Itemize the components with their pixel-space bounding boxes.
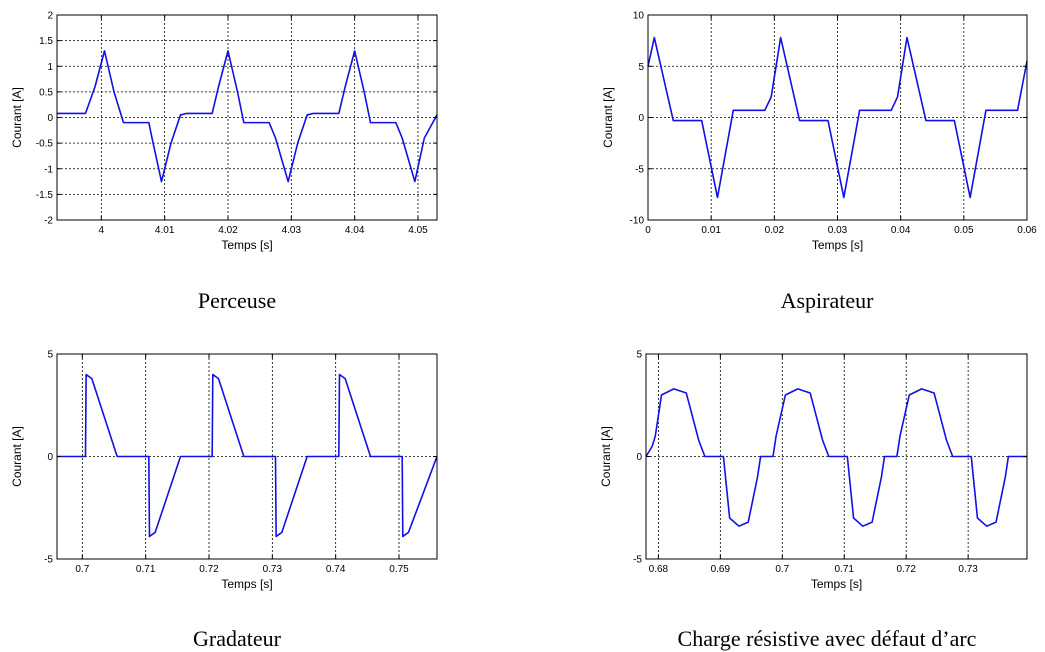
y-axis-label: Courant [A] [10, 87, 24, 148]
x-tick-label: 0.01 [701, 225, 721, 236]
y-tick-label: 5 [638, 62, 644, 73]
chart-panel-2: 0.7 0.71 0.72 0.73 0.74 0.75 -5 0 5 Temps [s] Cour… [10, 350, 438, 651]
y-tick-label: 0 [638, 113, 644, 124]
y-tick-label: 10 [633, 11, 645, 22]
x-tick-label: 4.03 [282, 225, 302, 236]
current-trace [57, 50, 438, 183]
current-trace [645, 388, 1027, 527]
current-trace [57, 373, 438, 538]
x-tick-label: 0.71 [835, 564, 855, 575]
x-tick-label: 0.71 [136, 564, 156, 575]
x-tick-label: 0.72 [896, 564, 916, 575]
x-tick-label: 4.01 [155, 225, 175, 236]
x-tick-label: 0.75 [389, 564, 409, 575]
chart-panel-0: 4 4.01 4.02 4.03 4.04 4.05 -2 -1.5 -1 -0.5 0 0.5 1 1.… [10, 11, 438, 313]
chart-panel-1: 0 0.01 0.02 0.03 0.04 0.05 0.06 -10 -5 0 5 10 Temps … [601, 11, 1037, 314]
chart-caption: Aspirateur [781, 288, 875, 313]
x-tick-label: 4.05 [408, 225, 428, 236]
y-tick-label: 1.5 [39, 36, 53, 47]
x-tick-label: 4.04 [345, 225, 365, 236]
y-tick-label: 5 [47, 350, 53, 361]
x-tick-label: 0.7 [75, 564, 89, 575]
y-tick-label: -5 [633, 555, 642, 566]
x-tick-label: 0.02 [765, 225, 785, 236]
x-tick-label: 0.73 [263, 564, 283, 575]
x-axis-label: Temps [s] [221, 577, 272, 591]
y-tick-label: 0 [47, 113, 53, 124]
chart-panel-3: 0.68 0.69 0.7 0.71 0.72 0.73 -5 0 5 Temps [s] Cour… [599, 350, 1028, 651]
x-tick-label: 0 [645, 225, 651, 236]
y-tick-label: 5 [636, 350, 642, 361]
x-tick-label: 0.06 [1017, 225, 1037, 236]
x-tick-label: 0.7 [775, 564, 789, 575]
x-axis-label: Temps [s] [811, 577, 862, 591]
chart-caption: Charge résistive avec défaut d’arc [678, 626, 977, 651]
y-tick-label: -5 [44, 555, 53, 566]
y-axis-label: Courant [A] [10, 426, 24, 487]
x-tick-label: 4.02 [218, 225, 238, 236]
y-tick-label: 0 [47, 452, 53, 463]
chart-caption: Gradateur [193, 626, 282, 651]
x-tick-label: 0.04 [891, 225, 911, 236]
y-axis-label: Courant [A] [599, 426, 613, 487]
y-tick-label: -5 [635, 164, 644, 175]
x-axis-label: Temps [s] [221, 238, 272, 252]
y-tick-label: -2 [44, 216, 53, 227]
x-tick-label: 4 [99, 225, 105, 236]
current-trace [647, 36, 1028, 199]
y-axis-label: Courant [A] [601, 87, 615, 148]
x-tick-label: 0.05 [954, 225, 974, 236]
y-tick-label: 2 [47, 11, 53, 22]
x-tick-label: 0.03 [828, 225, 848, 236]
x-axis-label: Temps [s] [812, 238, 863, 252]
x-tick-label: 0.74 [326, 564, 346, 575]
x-tick-label: 0.68 [649, 564, 669, 575]
chart-caption: Perceuse [198, 288, 276, 313]
y-tick-label: 1 [47, 62, 53, 73]
x-tick-label: 0.72 [199, 564, 219, 575]
y-tick-label: 0.5 [39, 87, 53, 98]
x-tick-label: 0.73 [958, 564, 978, 575]
y-tick-label: 0 [636, 452, 642, 463]
x-tick-label: 0.69 [711, 564, 731, 575]
y-tick-label: -10 [630, 216, 645, 227]
y-tick-label: -1.5 [36, 190, 54, 201]
y-tick-label: -0.5 [36, 139, 54, 150]
y-tick-label: -1 [44, 164, 53, 175]
